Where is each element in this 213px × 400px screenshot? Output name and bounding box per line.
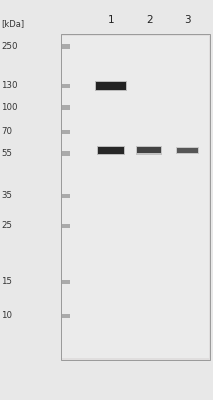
Bar — [177, 148, 197, 153]
Text: 25: 25 — [1, 222, 12, 230]
Bar — [176, 146, 199, 154]
Bar — [62, 314, 70, 318]
Text: 130: 130 — [1, 82, 17, 90]
Bar — [96, 82, 126, 90]
Text: 250: 250 — [1, 42, 17, 51]
Bar — [62, 224, 70, 228]
Bar — [95, 81, 127, 91]
Bar — [62, 280, 70, 284]
Bar — [62, 105, 70, 110]
Bar — [98, 147, 124, 154]
Bar — [62, 151, 70, 156]
Bar — [62, 84, 70, 88]
Bar — [136, 146, 162, 154]
Bar — [61, 34, 210, 360]
Text: 35: 35 — [1, 192, 12, 200]
Text: 1: 1 — [107, 15, 114, 25]
Bar — [62, 130, 70, 134]
Text: 100: 100 — [1, 103, 17, 112]
Text: 10: 10 — [1, 312, 12, 320]
Text: 70: 70 — [1, 128, 12, 136]
Bar — [62, 194, 70, 198]
Bar — [97, 146, 125, 155]
Text: [kDa]: [kDa] — [1, 20, 24, 28]
Bar — [137, 147, 161, 153]
Text: 2: 2 — [146, 15, 153, 25]
Text: 15: 15 — [1, 278, 12, 286]
Text: 55: 55 — [1, 149, 12, 158]
Text: 3: 3 — [184, 15, 191, 25]
Bar — [62, 36, 209, 358]
Bar — [62, 44, 70, 49]
